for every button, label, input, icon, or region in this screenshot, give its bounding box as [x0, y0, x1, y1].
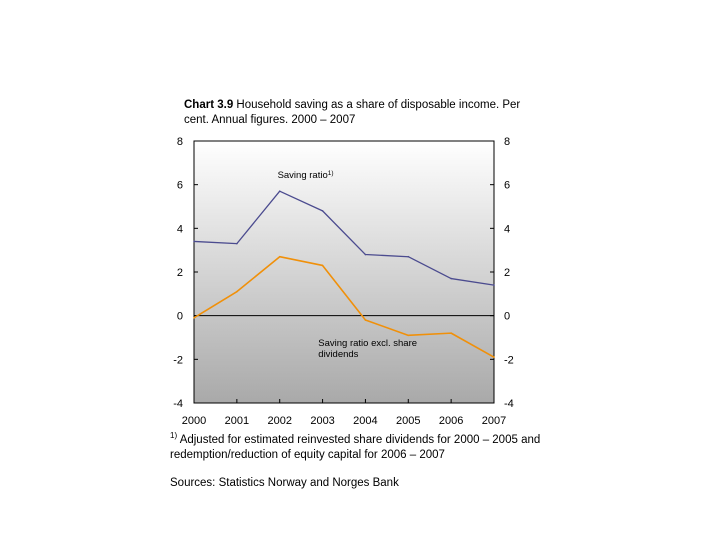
x-tick-label: 2000 [182, 415, 206, 427]
y-tick-label-right: 4 [504, 223, 510, 235]
y-tick-label-left: 6 [177, 180, 183, 192]
y-tick-label-right: -4 [504, 398, 514, 410]
data-point [493, 356, 495, 358]
y-tick-label-left: -4 [173, 398, 183, 410]
y-tick-label-right: 2 [504, 267, 510, 279]
series-label-saving-ratio: Saving ratio1) [278, 170, 334, 181]
data-point [450, 277, 452, 280]
data-point [236, 290, 238, 293]
y-tick-label-right: 8 [504, 136, 510, 148]
data-point [407, 334, 410, 337]
x-tick-label: 2003 [310, 415, 334, 427]
footnote-text: Adjusted for estimated reinvested share … [170, 434, 541, 461]
data-point [450, 332, 452, 334]
chart-number: Chart 3.9 [184, 99, 234, 111]
y-tick-label-left: 2 [177, 267, 183, 279]
series-line-excl-dividends [193, 255, 495, 358]
data-point [364, 319, 367, 321]
y-tick-label-left: -2 [173, 354, 183, 366]
y-tick-label-left: 8 [177, 136, 183, 148]
y-tick-label-right: 6 [504, 180, 510, 192]
footnote: 1) Adjusted for estimated reinvested sha… [170, 431, 570, 463]
footnote-marker: 1) [170, 431, 178, 441]
data-point [321, 264, 324, 267]
x-tick-label: 2005 [396, 415, 420, 427]
chart-title-text: Household saving as a share of disposabl… [184, 99, 521, 126]
plot-area [193, 140, 495, 404]
x-tick-label: 2006 [439, 415, 463, 427]
data-point [278, 255, 281, 258]
data-point [364, 253, 367, 256]
data-point [493, 284, 495, 286]
y-tick-label-right: 0 [504, 311, 510, 323]
data-point [236, 242, 238, 245]
data-point [407, 255, 410, 258]
x-tick-label: 2002 [267, 415, 291, 427]
series-line-saving-ratio [193, 190, 495, 286]
data-point [193, 240, 195, 243]
x-tick-label: 2007 [482, 415, 506, 427]
data-point [321, 210, 324, 212]
sources: Sources: Statistics Norway and Norges Ba… [170, 477, 399, 489]
chart-title: Chart 3.9 Household saving as a share of… [184, 98, 544, 128]
y-tick-label-left: 4 [177, 223, 183, 235]
series-labels: Saving ratio1) Saving ratio excl. share … [278, 170, 417, 360]
axes: 8 8 6 6 4 4 2 2 0 0 -2 -2 -4 -4 2000 2001 2002 2003 2004 20… [173, 136, 514, 427]
data-point [278, 190, 281, 193]
x-tick-label: 2004 [353, 415, 377, 427]
x-tick-label: 2001 [225, 415, 249, 427]
series-label-excl-dividends-line2: dividends [318, 349, 358, 360]
data-point [193, 317, 195, 319]
y-tick-label-right: -2 [504, 354, 514, 366]
series-label-excl-dividends-line1: Saving ratio excl. share [318, 338, 417, 349]
y-tick-label-left: 0 [177, 311, 183, 323]
series-group [193, 190, 495, 358]
